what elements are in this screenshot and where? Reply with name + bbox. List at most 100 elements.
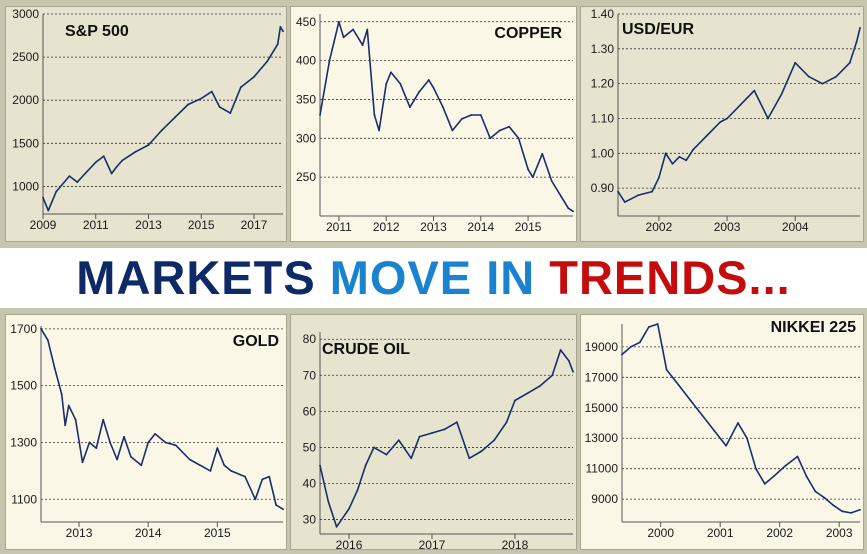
- x-tick-label: 2004: [782, 220, 809, 234]
- y-tick-label: 300: [296, 131, 316, 145]
- data-point: [110, 172, 113, 175]
- data-point: [239, 86, 242, 89]
- data-point: [115, 165, 118, 168]
- data-point: [335, 525, 338, 528]
- data-point: [451, 129, 454, 132]
- data-point: [390, 71, 392, 74]
- data-point: [268, 475, 271, 478]
- data-point: [617, 190, 619, 193]
- data-point: [47, 339, 49, 342]
- x-tick-label: 2002: [646, 220, 673, 234]
- data-point: [725, 444, 727, 447]
- data-point: [568, 360, 570, 362]
- panel-border: [290, 6, 577, 242]
- data-point: [689, 399, 692, 402]
- data-point: [209, 470, 212, 472]
- chart-title: CRUDE OIL: [322, 341, 410, 358]
- data-point: [385, 83, 388, 85]
- x-tick-label: 2013: [66, 526, 93, 540]
- panel-border: [290, 314, 577, 550]
- data-point: [60, 393, 63, 396]
- data-point: [651, 190, 653, 193]
- x-tick-label: 2017: [419, 538, 446, 550]
- data-point: [823, 496, 826, 499]
- y-tick-label: 1100: [11, 492, 37, 506]
- data-point: [621, 353, 623, 356]
- chart-title: USD/EUR: [622, 21, 694, 38]
- data-point: [780, 93, 783, 95]
- data-point: [364, 464, 367, 467]
- data-point: [328, 59, 331, 62]
- data-point: [230, 470, 233, 472]
- data-point: [656, 323, 659, 325]
- data-point: [218, 106, 221, 108]
- data-point: [385, 453, 388, 456]
- data-point: [361, 44, 364, 46]
- data-point: [147, 144, 150, 146]
- headline-word-markets: MARKETS: [76, 251, 316, 304]
- data-point: [639, 341, 641, 344]
- data-point: [134, 151, 137, 153]
- data-point: [832, 504, 835, 507]
- y-tick-label: 0.90: [591, 181, 615, 195]
- y-tick-label: 2500: [12, 50, 39, 64]
- y-tick-label: 9000: [591, 492, 618, 506]
- x-tick-label: 2016: [336, 538, 363, 550]
- data-point: [526, 392, 529, 395]
- x-tick-label: 2012: [373, 220, 400, 234]
- y-tick-label: 1.30: [591, 42, 615, 56]
- y-tick-label: 1.20: [591, 77, 615, 91]
- data-point: [94, 161, 97, 164]
- y-tick-label: 1500: [10, 379, 37, 393]
- data-point: [630, 345, 632, 348]
- data-point: [814, 490, 817, 493]
- panel-background: [580, 314, 864, 550]
- x-tick-label: 2017: [241, 218, 268, 232]
- y-tick-label: 1.00: [591, 146, 615, 160]
- y-tick-label: 1.10: [591, 111, 615, 125]
- series-line: [40, 328, 284, 510]
- data-point: [378, 129, 380, 132]
- chart-title: COPPER: [494, 25, 562, 42]
- panel-border: [5, 314, 287, 550]
- data-point: [55, 190, 58, 193]
- chart-title: NIKKEI 225: [771, 319, 856, 336]
- data-point: [685, 159, 688, 162]
- data-point: [76, 181, 79, 184]
- data-point: [116, 458, 118, 461]
- data-point: [559, 349, 562, 351]
- y-tick-label: 250: [296, 170, 316, 184]
- x-tick-label: 2018: [502, 538, 529, 550]
- data-point: [850, 512, 852, 514]
- data-point: [531, 176, 534, 179]
- data-point: [461, 118, 463, 120]
- data-point: [705, 135, 708, 137]
- y-tick-label: 400: [296, 54, 316, 68]
- data-point: [859, 27, 861, 29]
- data-point: [572, 210, 574, 213]
- data-point: [399, 83, 402, 85]
- data-point: [541, 152, 544, 155]
- y-tick-label: 1.40: [591, 7, 615, 21]
- data-point: [550, 180, 553, 182]
- panel-background: [290, 6, 577, 242]
- data-point: [772, 475, 775, 478]
- headline-word-trends: TRENDS...: [549, 251, 791, 304]
- data-point: [719, 121, 722, 123]
- y-tick-label: 19000: [585, 340, 619, 354]
- data-point: [174, 116, 176, 119]
- series-line: [617, 27, 861, 203]
- gold-chart: 1700 1500 1300 1100 2013 2014 2015 GOLD: [5, 314, 287, 550]
- chart-title: GOLD: [233, 333, 279, 350]
- data-point: [352, 28, 354, 31]
- data-point: [551, 374, 554, 377]
- data-point: [647, 326, 650, 328]
- data-point: [160, 129, 163, 132]
- data-point: [276, 43, 279, 46]
- data-point: [767, 117, 769, 120]
- x-tick-label: 2003: [714, 220, 741, 234]
- data-point: [701, 414, 704, 417]
- panel-background: [580, 6, 864, 242]
- y-tick-label: 450: [296, 15, 316, 29]
- data-point: [244, 475, 246, 478]
